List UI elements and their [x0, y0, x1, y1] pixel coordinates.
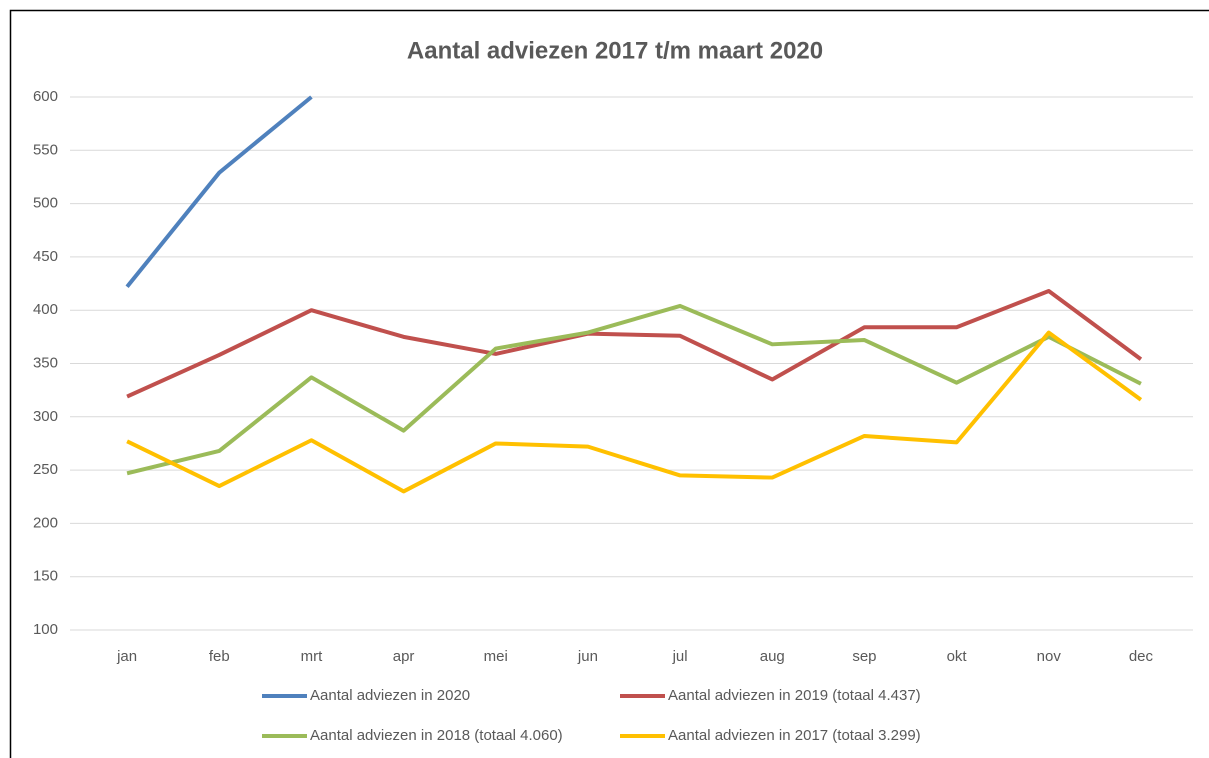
x-tick-label: okt	[947, 648, 968, 665]
x-tick-label: apr	[393, 648, 415, 665]
x-tick-label: jun	[577, 648, 598, 665]
x-tick-label: jul	[672, 648, 688, 665]
x-tick-label: feb	[209, 648, 230, 665]
legend-label: Aantal adviezen in 2019 (totaal 4.437)	[668, 687, 921, 704]
y-tick-label: 100	[33, 621, 58, 638]
legend-label: Aantal adviezen in 2017 (totaal 3.299)	[668, 727, 921, 744]
x-tick-label: mrt	[301, 648, 323, 665]
x-tick-label: mei	[484, 648, 508, 665]
y-tick-label: 350	[33, 354, 58, 371]
series-line	[126, 289, 1143, 399]
series-line	[125, 95, 313, 289]
y-tick-label: 450	[33, 248, 58, 265]
legend-label: Aantal adviezen in 2018 (totaal 4.060)	[310, 727, 563, 744]
x-tick-label: sep	[852, 648, 876, 665]
y-tick-label: 300	[33, 408, 58, 425]
y-tick-label: 250	[33, 461, 58, 478]
y-tick-label: 400	[33, 301, 58, 318]
y-tick-label: 200	[33, 514, 58, 531]
chart-border	[9, 9, 1209, 758]
y-tick-label: 600	[33, 88, 58, 105]
x-tick-label: nov	[1037, 648, 1062, 665]
series-line	[126, 303, 1142, 476]
series-line	[126, 330, 1143, 494]
y-tick-label: 500	[33, 195, 58, 212]
chart-title: Aantal adviezen 2017 t/m maart 2020	[407, 37, 823, 64]
y-tick-label: 150	[33, 568, 58, 585]
x-tick-label: dec	[1129, 648, 1154, 665]
x-tick-label: jan	[116, 648, 137, 665]
legend-label: Aantal adviezen in 2020	[310, 687, 470, 704]
y-tick-label: 550	[33, 141, 58, 158]
x-tick-label: aug	[760, 648, 785, 665]
